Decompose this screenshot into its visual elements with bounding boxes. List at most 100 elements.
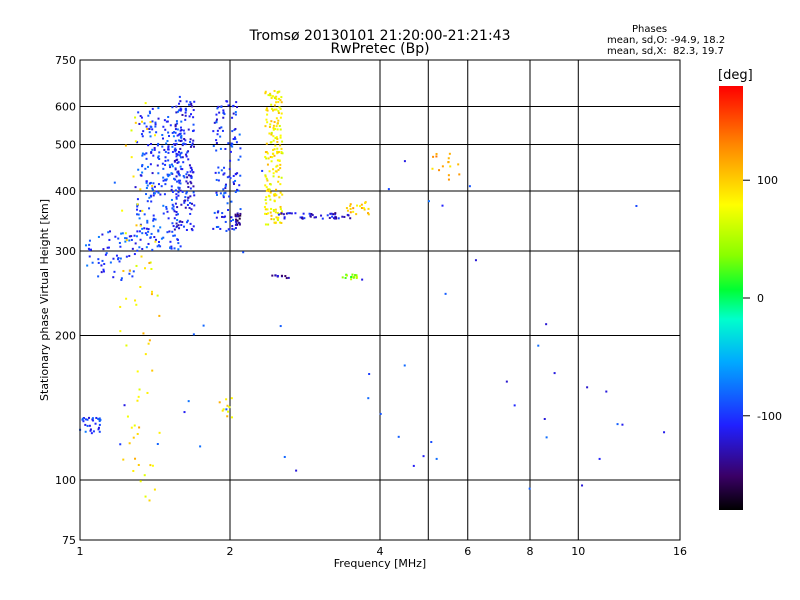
- data-point: [178, 227, 181, 230]
- data-point: [178, 109, 181, 112]
- data-point: [273, 104, 276, 107]
- data-point: [553, 372, 556, 375]
- data-point: [199, 445, 202, 448]
- data-point: [84, 418, 87, 421]
- data-point: [174, 139, 177, 142]
- data-point: [140, 116, 143, 119]
- data-point: [239, 214, 242, 217]
- data-point: [178, 174, 181, 177]
- data-point: [144, 167, 147, 170]
- data-point: [231, 130, 234, 133]
- data-point: [173, 210, 176, 213]
- data-point: [136, 208, 139, 211]
- data-point: [224, 187, 227, 190]
- data-point: [163, 193, 166, 196]
- data-point: [174, 131, 177, 134]
- data-point: [351, 273, 354, 276]
- data-point: [167, 145, 170, 148]
- data-point: [143, 153, 146, 156]
- data-point: [146, 219, 149, 222]
- data-point: [191, 105, 194, 108]
- data-point: [180, 108, 183, 111]
- data-point: [368, 373, 371, 376]
- data-point: [331, 215, 334, 218]
- data-point: [274, 211, 277, 214]
- data-point: [137, 395, 140, 398]
- data-point: [235, 222, 238, 225]
- data-point: [172, 205, 175, 208]
- data-point: [355, 274, 358, 277]
- data-point: [274, 144, 277, 147]
- data-point: [173, 160, 176, 163]
- data-point: [177, 186, 180, 189]
- data-point: [226, 176, 229, 179]
- data-point: [228, 175, 231, 178]
- data-point: [156, 164, 159, 167]
- data-point: [161, 162, 164, 165]
- data-point: [403, 364, 406, 367]
- data-point: [192, 225, 195, 228]
- data-point: [275, 165, 278, 168]
- data-point: [148, 196, 151, 199]
- data-point: [157, 244, 160, 247]
- data-point: [265, 189, 268, 192]
- data-point: [350, 278, 353, 281]
- data-point: [267, 189, 270, 192]
- data-point: [185, 173, 188, 176]
- data-point: [222, 109, 225, 112]
- y-tick-label: 75: [62, 534, 76, 547]
- data-point: [174, 167, 177, 170]
- data-point: [355, 213, 358, 216]
- data-point: [349, 211, 352, 214]
- data-point: [98, 417, 101, 420]
- data-point: [175, 105, 178, 108]
- data-point: [332, 213, 335, 216]
- data-point: [102, 270, 105, 273]
- data-point: [230, 216, 233, 219]
- data-point: [219, 147, 222, 150]
- data-point: [266, 163, 269, 166]
- data-point: [344, 276, 347, 279]
- data-point: [225, 408, 228, 411]
- data-point: [282, 213, 285, 216]
- data-point: [186, 203, 189, 206]
- data-point: [145, 187, 148, 190]
- data-point: [234, 179, 237, 182]
- data-point: [162, 204, 165, 207]
- data-point: [98, 423, 101, 426]
- data-point: [635, 204, 638, 207]
- data-point: [154, 240, 157, 243]
- data-point: [182, 129, 185, 132]
- data-point: [107, 246, 110, 249]
- data-point: [157, 230, 160, 233]
- data-point: [367, 207, 370, 210]
- data-point: [162, 125, 165, 128]
- data-point: [268, 170, 271, 173]
- data-point: [164, 163, 167, 166]
- data-point: [173, 131, 176, 134]
- data-point: [177, 161, 180, 164]
- data-point: [277, 119, 280, 122]
- data-point: [352, 207, 355, 210]
- data-point: [468, 185, 471, 188]
- data-point: [261, 169, 264, 172]
- data-point: [153, 185, 156, 188]
- data-point: [158, 151, 161, 154]
- data-point: [145, 181, 148, 184]
- data-point: [474, 259, 477, 262]
- data-point: [177, 191, 180, 194]
- data-point: [216, 211, 219, 214]
- data-point: [274, 274, 277, 277]
- data-points: [79, 89, 666, 502]
- data-point: [128, 442, 131, 445]
- data-point: [134, 140, 137, 143]
- data-point: [112, 257, 115, 260]
- data-point: [267, 194, 270, 197]
- data-point: [188, 164, 191, 167]
- data-point: [128, 254, 131, 257]
- data-point: [152, 182, 155, 185]
- colorbar-tick-label: 0: [757, 292, 764, 305]
- data-point: [190, 102, 193, 105]
- data-point: [334, 212, 337, 215]
- data-point: [279, 134, 282, 137]
